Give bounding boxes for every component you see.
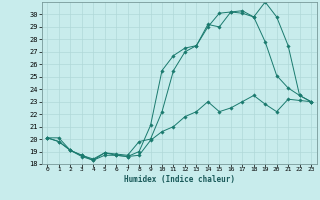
X-axis label: Humidex (Indice chaleur): Humidex (Indice chaleur) [124, 175, 235, 184]
